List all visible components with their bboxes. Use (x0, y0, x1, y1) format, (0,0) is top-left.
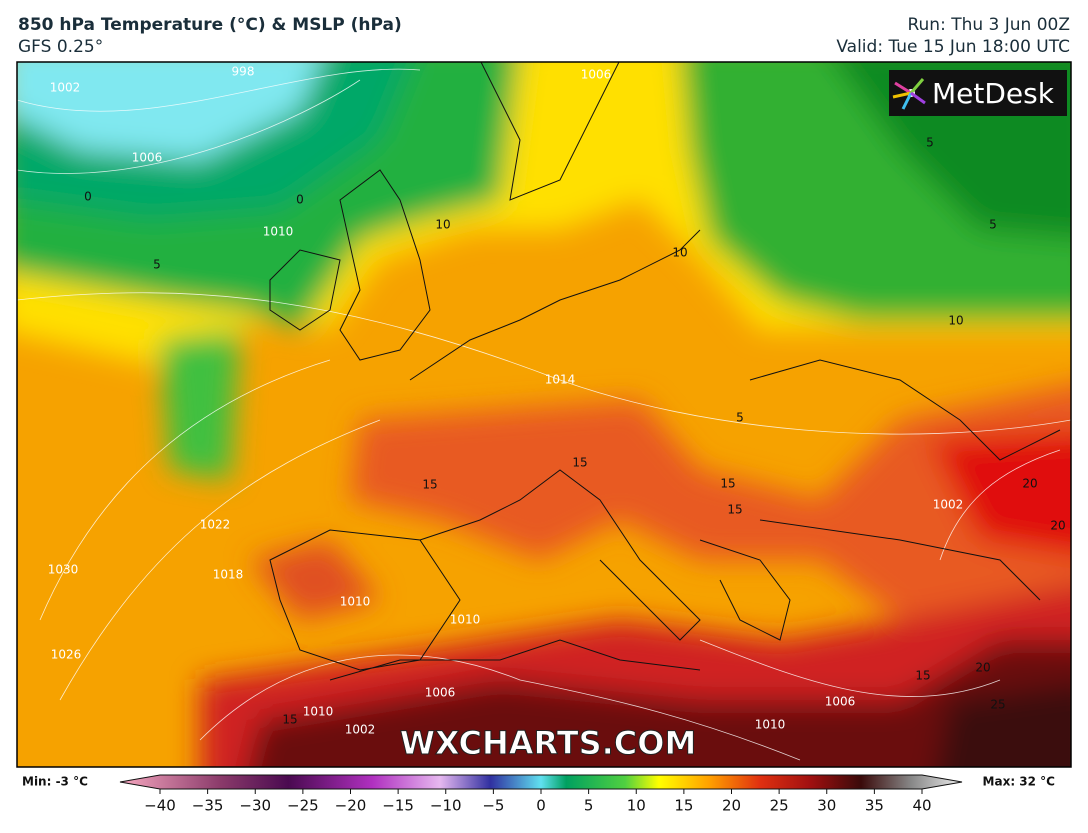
colorbar-tick-label: −25 (287, 797, 319, 815)
contour-label: 15 (572, 456, 587, 470)
contour-label: 1022 (200, 518, 231, 532)
colorbar-tick-label: 40 (912, 797, 931, 815)
run-time: Run: Thu 3 Jun 00Z (907, 15, 1070, 35)
contour-label: 5 (989, 218, 997, 232)
contour-label: 1010 (450, 613, 481, 627)
contour-label: 1002 (50, 81, 81, 95)
contour-label: 1030 (48, 563, 79, 577)
colorbar-tick-label: 25 (770, 797, 789, 815)
contour-label: 20 (1022, 477, 1037, 491)
contour-label: 0 (84, 190, 92, 204)
colorbar-tick-label: −10 (430, 797, 462, 815)
model-label: GFS 0.25° (18, 37, 103, 57)
contour-label: 10 (435, 218, 450, 232)
max-label: Max: 32 °C (983, 775, 1056, 789)
contour-label: 1026 (51, 648, 82, 662)
map-title: 850 hPa Temperature (°C) & MSLP (hPa) (18, 15, 402, 35)
colorbar-tick-label: −5 (482, 797, 504, 815)
colorbar-tick-label: 10 (627, 797, 646, 815)
contour-label: 0 (296, 193, 304, 207)
colorbar-tick-label: 30 (817, 797, 836, 815)
coastlines (269, 62, 1061, 681)
contour-label: 998 (232, 65, 255, 79)
contour-label: 5 (153, 258, 161, 272)
colorbar-tick-label: −20 (335, 797, 367, 815)
contour-label: 15 (727, 503, 742, 517)
contour-label: 1006 (132, 151, 163, 165)
watermark: WXCHARTS.COM (400, 724, 697, 762)
contour-label: 5 (736, 411, 744, 425)
logo-text: MetDesk (932, 77, 1055, 110)
valid-time: Valid: Tue 15 Jun 18:00 UTC (836, 37, 1070, 57)
contour-label: 1014 (545, 373, 576, 387)
contour-label: 15 (422, 478, 437, 492)
colorbar-tick-label: 20 (722, 797, 741, 815)
contour-label: 5 (926, 136, 934, 150)
contour-label: 15 (915, 669, 930, 683)
contour-label: 1010 (340, 595, 371, 609)
contour-label: 1010 (755, 718, 786, 732)
contour-label: 1010 (263, 225, 294, 239)
contour-label: 20 (975, 661, 990, 675)
contour-label: 15 (282, 713, 297, 727)
contour-label: 15 (720, 477, 735, 491)
contour-label: 1010 (303, 705, 334, 719)
contour-label: 1002 (933, 498, 964, 512)
colorbar-tick-label: 0 (536, 797, 546, 815)
contour-label: 10 (672, 246, 687, 260)
contour-label: 25 (990, 698, 1005, 712)
colorbar (119, 774, 963, 790)
contour-label: 20 (1050, 519, 1065, 533)
colorbar-tick-label: −15 (382, 797, 414, 815)
colorbar-tick-label: 15 (674, 797, 693, 815)
logo-box (889, 70, 1067, 116)
contour-label: 1018 (213, 568, 244, 582)
colorbar-tick-label: −30 (239, 797, 271, 815)
colorbar-tick-label: 35 (865, 797, 884, 815)
map-frame (16, 61, 1072, 768)
contour-label: 10 (948, 314, 963, 328)
contour-label: 1002 (345, 723, 376, 737)
min-label: Min: -3 °C (22, 775, 88, 789)
logo-icon (892, 78, 926, 110)
contour-label: 1006 (581, 68, 612, 82)
colorbar-tick-label: −40 (144, 797, 176, 815)
contour-label: 1006 (825, 695, 856, 709)
colorbar-tick-label: 5 (584, 797, 594, 815)
contour-label: 1006 (425, 686, 456, 700)
colorbar-tick-label: −35 (192, 797, 224, 815)
